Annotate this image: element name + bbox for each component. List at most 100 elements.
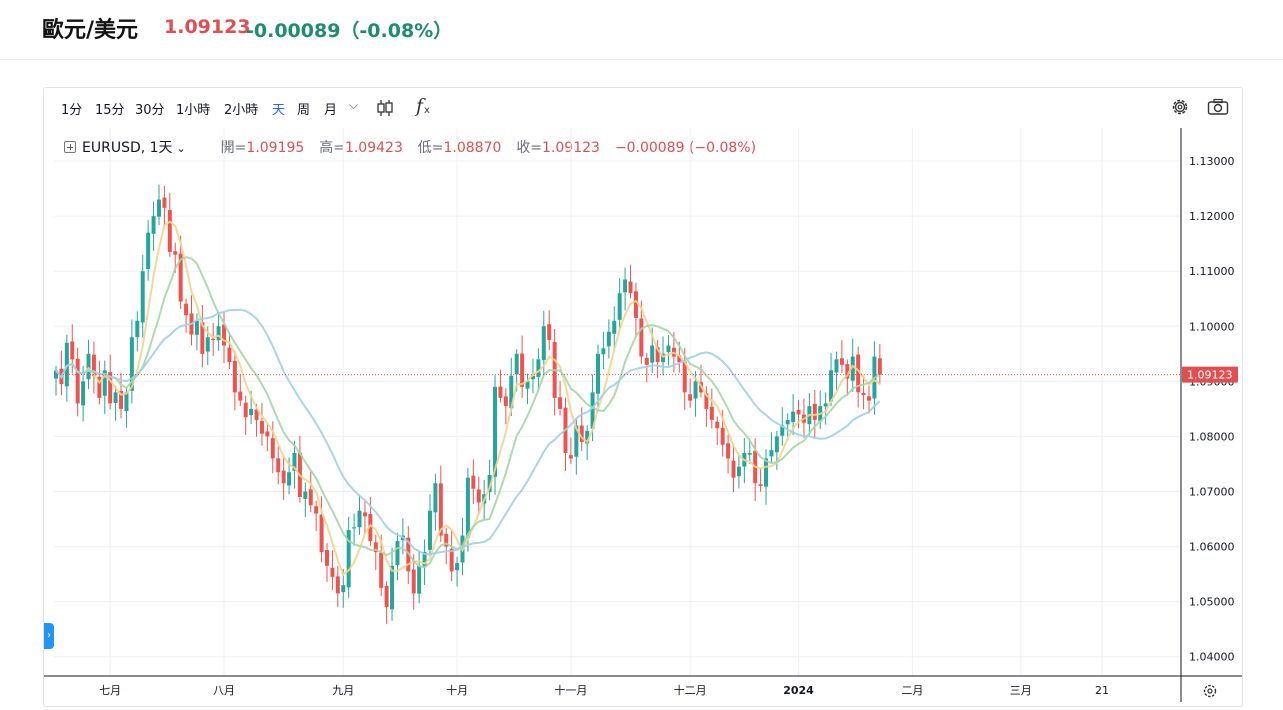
candle-body bbox=[178, 253, 183, 302]
candle-body bbox=[839, 358, 844, 365]
candle-body bbox=[238, 391, 243, 401]
candle-body bbox=[693, 381, 698, 399]
candle-body bbox=[601, 348, 606, 355]
candle-body bbox=[135, 320, 140, 338]
candle-body bbox=[877, 358, 882, 375]
interval-1h[interactable]: 1小時 bbox=[176, 103, 211, 118]
candle-body bbox=[362, 512, 367, 517]
candle-body bbox=[167, 209, 172, 252]
candle-type-icon[interactable] bbox=[376, 98, 394, 118]
moving-average-line-1 bbox=[55, 220, 881, 577]
chevron-down-icon[interactable]: ⌵ bbox=[349, 98, 359, 112]
candle-body bbox=[465, 477, 470, 538]
chart-widget: 1分 15分 30分 1小時 2小時 天 周 月 ⌵ f x EURUSD, 1… bbox=[43, 87, 1243, 707]
x-tick-label: 十二月 bbox=[674, 683, 707, 697]
candle-body bbox=[726, 443, 731, 459]
y-tick-label: 1.11000 bbox=[1189, 265, 1235, 278]
candle-body bbox=[438, 483, 443, 536]
candle-body bbox=[682, 361, 687, 393]
close-label: 收= bbox=[516, 140, 543, 156]
axis-settings-icon[interactable] bbox=[1203, 684, 1217, 698]
interval-1w[interactable]: 周 bbox=[297, 103, 311, 118]
price-change: -0.00089（-0.08%） bbox=[246, 20, 453, 42]
candle-body bbox=[774, 436, 779, 453]
y-tick-label: 1.04000 bbox=[1189, 651, 1235, 664]
candle-body bbox=[509, 375, 514, 409]
gear-icon[interactable] bbox=[1170, 97, 1190, 117]
candle-body bbox=[259, 421, 264, 434]
candle-body bbox=[140, 271, 145, 323]
candle-body bbox=[173, 251, 178, 255]
candle-body bbox=[628, 281, 633, 294]
interval-2h[interactable]: 2小時 bbox=[224, 103, 259, 118]
candle-body bbox=[249, 408, 254, 416]
candle-body bbox=[661, 353, 666, 363]
candle-body bbox=[677, 355, 682, 363]
candle-body bbox=[151, 216, 156, 234]
y-tick-label: 1.12000 bbox=[1189, 210, 1235, 223]
candle-body bbox=[325, 549, 329, 566]
candle-body bbox=[346, 530, 351, 588]
candle-body bbox=[764, 458, 769, 487]
candle-body bbox=[867, 396, 871, 401]
camera-icon[interactable] bbox=[1207, 98, 1229, 116]
candle-body bbox=[536, 359, 541, 377]
candle-body bbox=[834, 359, 839, 373]
candle-body bbox=[476, 489, 481, 503]
candle-body bbox=[525, 381, 530, 389]
candle-body bbox=[612, 320, 617, 334]
candle-body bbox=[596, 353, 600, 394]
candle-body bbox=[498, 386, 503, 398]
candle-body bbox=[270, 438, 275, 459]
interval-30m[interactable]: 30分 bbox=[135, 103, 165, 118]
candle-body bbox=[639, 318, 644, 357]
candle-body bbox=[232, 361, 237, 393]
interval-1m[interactable]: 1分 bbox=[61, 103, 83, 118]
candle-body bbox=[146, 232, 151, 270]
symbol-label[interactable]: EURUSD, 1天 bbox=[82, 140, 173, 156]
interval-1mo[interactable]: 月 bbox=[324, 103, 338, 118]
candle-body bbox=[558, 397, 563, 409]
side-panel-toggle[interactable]: › bbox=[44, 623, 54, 649]
candle-body bbox=[211, 338, 216, 341]
candle-body bbox=[395, 541, 400, 566]
last-price-tag bbox=[1182, 366, 1238, 383]
candle-body bbox=[70, 341, 75, 360]
candle-body bbox=[427, 510, 432, 550]
chevron-down-icon[interactable]: ⌄ bbox=[176, 142, 186, 155]
candle-body bbox=[113, 392, 118, 404]
candle-body bbox=[856, 354, 861, 393]
candle-body bbox=[227, 347, 232, 363]
candle-body bbox=[254, 409, 259, 420]
candle-body bbox=[265, 431, 270, 437]
candle-body bbox=[373, 542, 378, 553]
candle-body bbox=[335, 576, 340, 594]
candle-body bbox=[829, 370, 834, 402]
candle-body bbox=[319, 514, 324, 553]
indicators-icon[interactable]: f bbox=[416, 95, 424, 117]
x-tick-label: 三月 bbox=[1010, 684, 1032, 697]
chart-toolbar: 1分 15分 30分 1小時 2小時 天 周 月 ⌵ f x bbox=[44, 88, 1242, 126]
candle-body bbox=[715, 421, 720, 429]
candle-body bbox=[422, 552, 427, 568]
last-price-tag-label: 1.09123 bbox=[1187, 369, 1233, 382]
candle-body bbox=[796, 409, 801, 415]
plus-icon[interactable] bbox=[64, 141, 76, 153]
candle-body bbox=[390, 565, 395, 610]
x-tick-label: 七月 bbox=[99, 684, 121, 697]
candle-body bbox=[156, 199, 161, 217]
quote-header: 歐元/美元 1.09123 -0.00089（-0.08%） bbox=[0, 0, 1283, 60]
candle-body bbox=[617, 293, 622, 320]
open-label: 開= bbox=[220, 140, 247, 156]
candle-body bbox=[823, 403, 828, 407]
price-chart[interactable]: 1.130001.120001.110001.100001.090001.080… bbox=[44, 88, 1242, 706]
candle-body bbox=[352, 527, 357, 529]
interval-1d[interactable]: 天 bbox=[272, 103, 286, 118]
candle-body bbox=[861, 392, 866, 396]
y-tick-label: 1.13000 bbox=[1189, 155, 1235, 168]
candle-body bbox=[487, 474, 492, 493]
candle-body bbox=[184, 303, 189, 316]
candle-body bbox=[433, 483, 438, 513]
candle-body bbox=[81, 381, 86, 406]
interval-15m[interactable]: 15分 bbox=[95, 103, 125, 118]
